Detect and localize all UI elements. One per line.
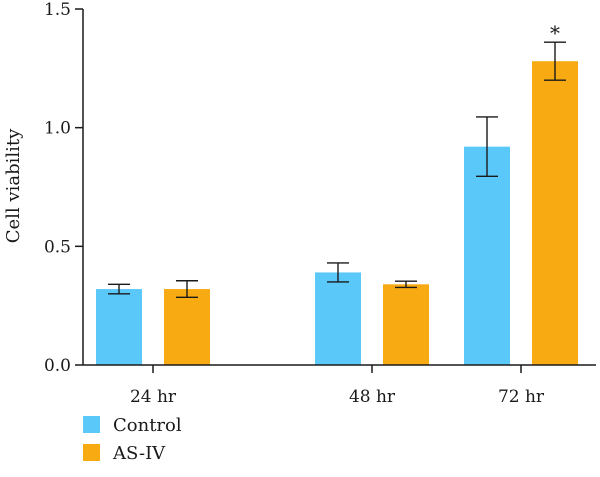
bar-control-72hr [464, 146, 510, 365]
significance-marker: * [550, 21, 560, 45]
error-bar [327, 262, 349, 283]
legend-item-control: Control [83, 415, 182, 436]
bar-as-iv-72hr [532, 61, 578, 366]
error-bar [544, 41, 566, 81]
y-tick-label: 1.0 [44, 119, 71, 139]
legend: Control AS-IV [83, 415, 182, 464]
error-bar [395, 280, 417, 289]
y-tick-label: 0.5 [44, 237, 71, 257]
bars-layer [96, 61, 578, 366]
bar-as-iv-24hr [164, 289, 210, 365]
annotations-layer: * [550, 21, 560, 45]
x-tick-label: 48 hr [349, 387, 396, 407]
bar-as-iv-48hr [383, 284, 429, 365]
legend-swatch [83, 444, 100, 461]
legend-item-as-iv: AS-IV [83, 443, 166, 464]
y-tick-label: 0.0 [44, 356, 71, 376]
legend-swatch [83, 416, 100, 433]
error-bar [476, 116, 498, 178]
x-tick-label: 72 hr [498, 387, 545, 407]
y-axis-title: Cell viability [3, 128, 24, 243]
error-bars-layer [108, 41, 566, 299]
bar-control-24hr [96, 289, 142, 365]
legend-label: Control [113, 415, 182, 436]
y-tick-label: 1.5 [44, 0, 71, 20]
axes-layer: 0.0 0.5 1.0 1.5 24 hr 48 hr 72 hr [44, 0, 596, 407]
error-bar [176, 280, 198, 299]
x-tick-label: 24 hr [130, 387, 177, 407]
legend-label: AS-IV [112, 443, 166, 464]
bar-control-48hr [315, 272, 361, 365]
error-bar [108, 283, 130, 295]
